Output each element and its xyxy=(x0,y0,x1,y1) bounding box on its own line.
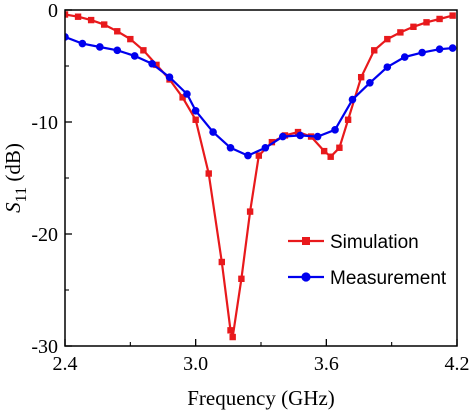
simulation-point xyxy=(344,116,352,123)
measurement-point xyxy=(448,44,457,52)
measurement-point xyxy=(313,132,322,141)
legend-item-measurement: Measurement xyxy=(288,268,447,289)
simulation-point xyxy=(229,333,236,341)
measurement-point xyxy=(78,39,87,48)
measurement-point xyxy=(113,46,122,55)
measurement-point xyxy=(130,52,139,60)
legend-marker xyxy=(302,237,310,245)
simulation-point xyxy=(384,35,391,43)
ticks-layer: 2.4 3.0 3.6 4.2 0 -10 -20 -30 xyxy=(31,0,469,375)
x-tick-label: 2.4 xyxy=(53,353,78,375)
simulation-point xyxy=(423,19,430,26)
y-tick-label: -20 xyxy=(31,224,58,246)
x-tick-label: 4.2 xyxy=(445,353,470,375)
series-layer xyxy=(65,11,457,341)
legend-label: Simulation xyxy=(330,232,419,253)
simulation-point xyxy=(205,170,212,177)
simulation-point xyxy=(179,94,186,101)
simulation-point xyxy=(357,74,365,81)
y-axis-title-unit: (dB) xyxy=(1,143,25,187)
simulation-point xyxy=(87,16,95,24)
simulation-point xyxy=(140,47,147,54)
measurement-point xyxy=(226,143,235,152)
simulation-point xyxy=(238,275,245,282)
simulation-point xyxy=(192,116,199,123)
y-tick-label: -30 xyxy=(31,336,58,358)
measurement-point xyxy=(296,131,305,140)
legend-item-simulation: Simulation xyxy=(288,232,419,253)
simulation-point xyxy=(255,152,263,159)
y-axis-title-sub: 11 xyxy=(13,187,30,202)
simulation-point xyxy=(397,29,404,36)
measurement-series xyxy=(65,33,457,160)
measurement-point xyxy=(183,90,191,98)
y-axis-title: S11 (dB) xyxy=(1,143,30,213)
simulation-point xyxy=(410,23,417,30)
legend-label: Measurement xyxy=(330,268,447,289)
simulation-point xyxy=(127,35,134,43)
measurement-point xyxy=(418,48,426,57)
simulation-point xyxy=(336,144,343,151)
measurement-line xyxy=(65,35,453,157)
measurement-point xyxy=(383,63,392,71)
measurement-point xyxy=(148,59,156,68)
y-axis-title-main: S xyxy=(1,202,25,213)
measurement-point xyxy=(191,107,200,115)
x-axis-title: Frequency (GHz) xyxy=(187,386,335,410)
simulation-point xyxy=(371,47,378,54)
simulation-point xyxy=(327,153,334,160)
simulation-point xyxy=(436,15,443,23)
legend-marker xyxy=(301,272,311,282)
simulation-point xyxy=(114,28,121,35)
measurement-point xyxy=(348,95,357,104)
y-tick-label: -10 xyxy=(31,112,58,134)
measurement-point xyxy=(261,143,270,152)
simulation-point xyxy=(320,147,328,155)
x-tick-label: 3.6 xyxy=(314,353,339,375)
simulation-point xyxy=(101,21,108,28)
measurement-point xyxy=(96,43,104,51)
plot-frame xyxy=(64,9,458,347)
legend: Simulation Measurement xyxy=(288,232,447,289)
simulation-point xyxy=(153,61,160,69)
measurement-point xyxy=(65,33,69,41)
simulation-point xyxy=(227,327,234,334)
simulation-point xyxy=(74,13,82,20)
x-tick-label: 3.0 xyxy=(183,353,208,375)
measurement-point xyxy=(331,126,339,134)
simulation-point xyxy=(449,12,456,19)
measurement-point xyxy=(165,73,174,81)
simulation-point xyxy=(246,208,254,215)
measurement-point xyxy=(278,132,287,141)
measurement-point xyxy=(400,53,409,61)
measurement-point xyxy=(209,128,217,136)
measurement-point xyxy=(435,45,444,53)
y-tick-label: 0 xyxy=(48,0,58,22)
measurement-point xyxy=(366,79,374,87)
measurement-point xyxy=(244,151,252,160)
simulation-point xyxy=(268,138,276,146)
simulation-line xyxy=(65,13,453,339)
simulation-point xyxy=(218,258,225,266)
simulation-point xyxy=(65,11,69,18)
simulation-point xyxy=(294,128,302,136)
